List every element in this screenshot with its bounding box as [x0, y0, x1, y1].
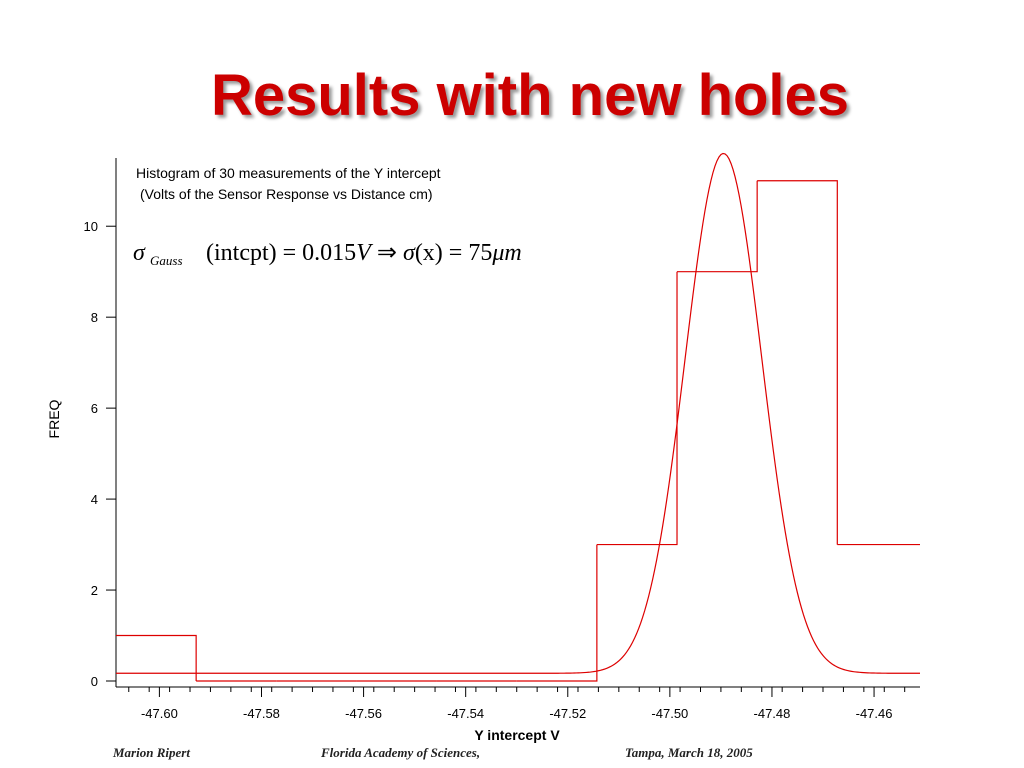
y-axis-label: FREQ	[46, 399, 62, 438]
x-tick-label: -47.50	[651, 706, 688, 721]
formula: σ Gauss (intcpt) = 0.015V ⇒ σ(x) = 75μm	[133, 240, 522, 268]
x-tick-label: -47.46	[856, 706, 893, 721]
svg-text:(intcpt) = 0.015V ⇒ σ(x) = 75μ: (intcpt) = 0.015V ⇒ σ(x) = 75μm	[206, 240, 522, 266]
footer-author: Marion Ripert	[113, 745, 190, 760]
x-tick-label: -47.52	[549, 706, 586, 721]
annotation-line-1: Histogram of 30 measurements of the Y in…	[136, 165, 441, 181]
histogram-bin	[596, 271, 678, 546]
svg-text:Gauss: Gauss	[150, 253, 183, 268]
y-tick-label: 6	[91, 401, 98, 416]
histogram-bin	[516, 544, 598, 682]
gaussian-fit-curve	[116, 152, 920, 674]
x-tick-label: -47.56	[345, 706, 382, 721]
y-tick-label: 10	[84, 219, 98, 234]
x-tick-label: -47.58	[243, 706, 280, 721]
chart-ticks: 0 2 4 6 8 10 -47.60 -47.58 -47.56 -47.54 -47.52 -47…	[84, 219, 906, 721]
footer-place-date: Tampa, March 18, 2005	[625, 745, 753, 760]
histogram-bin	[677, 180, 758, 273]
slide-title: Results with new holes	[210, 63, 850, 128]
y-tick-label: 2	[91, 583, 98, 598]
x-tick-label: -47.60	[141, 706, 178, 721]
y-tick-label: 0	[91, 674, 98, 689]
histogram-bin	[757, 180, 838, 545]
x-tick-label: -47.54	[447, 706, 484, 721]
chart-axes	[115, 158, 920, 688]
histogram-bin	[116, 634, 197, 681]
svg-text:σ: σ	[133, 240, 146, 266]
footer-venue: Florida Academy of Sciences,	[321, 745, 481, 760]
x-tick-label: -47.48	[754, 706, 791, 721]
y-tick-label: 8	[91, 310, 98, 325]
chart-marks	[116, 152, 920, 682]
y-tick-label: 4	[91, 492, 98, 507]
annotation-line-2: (Volts of the Sensor Response vs Distanc…	[140, 186, 433, 202]
x-axis-label: Y intercept V	[474, 727, 560, 743]
